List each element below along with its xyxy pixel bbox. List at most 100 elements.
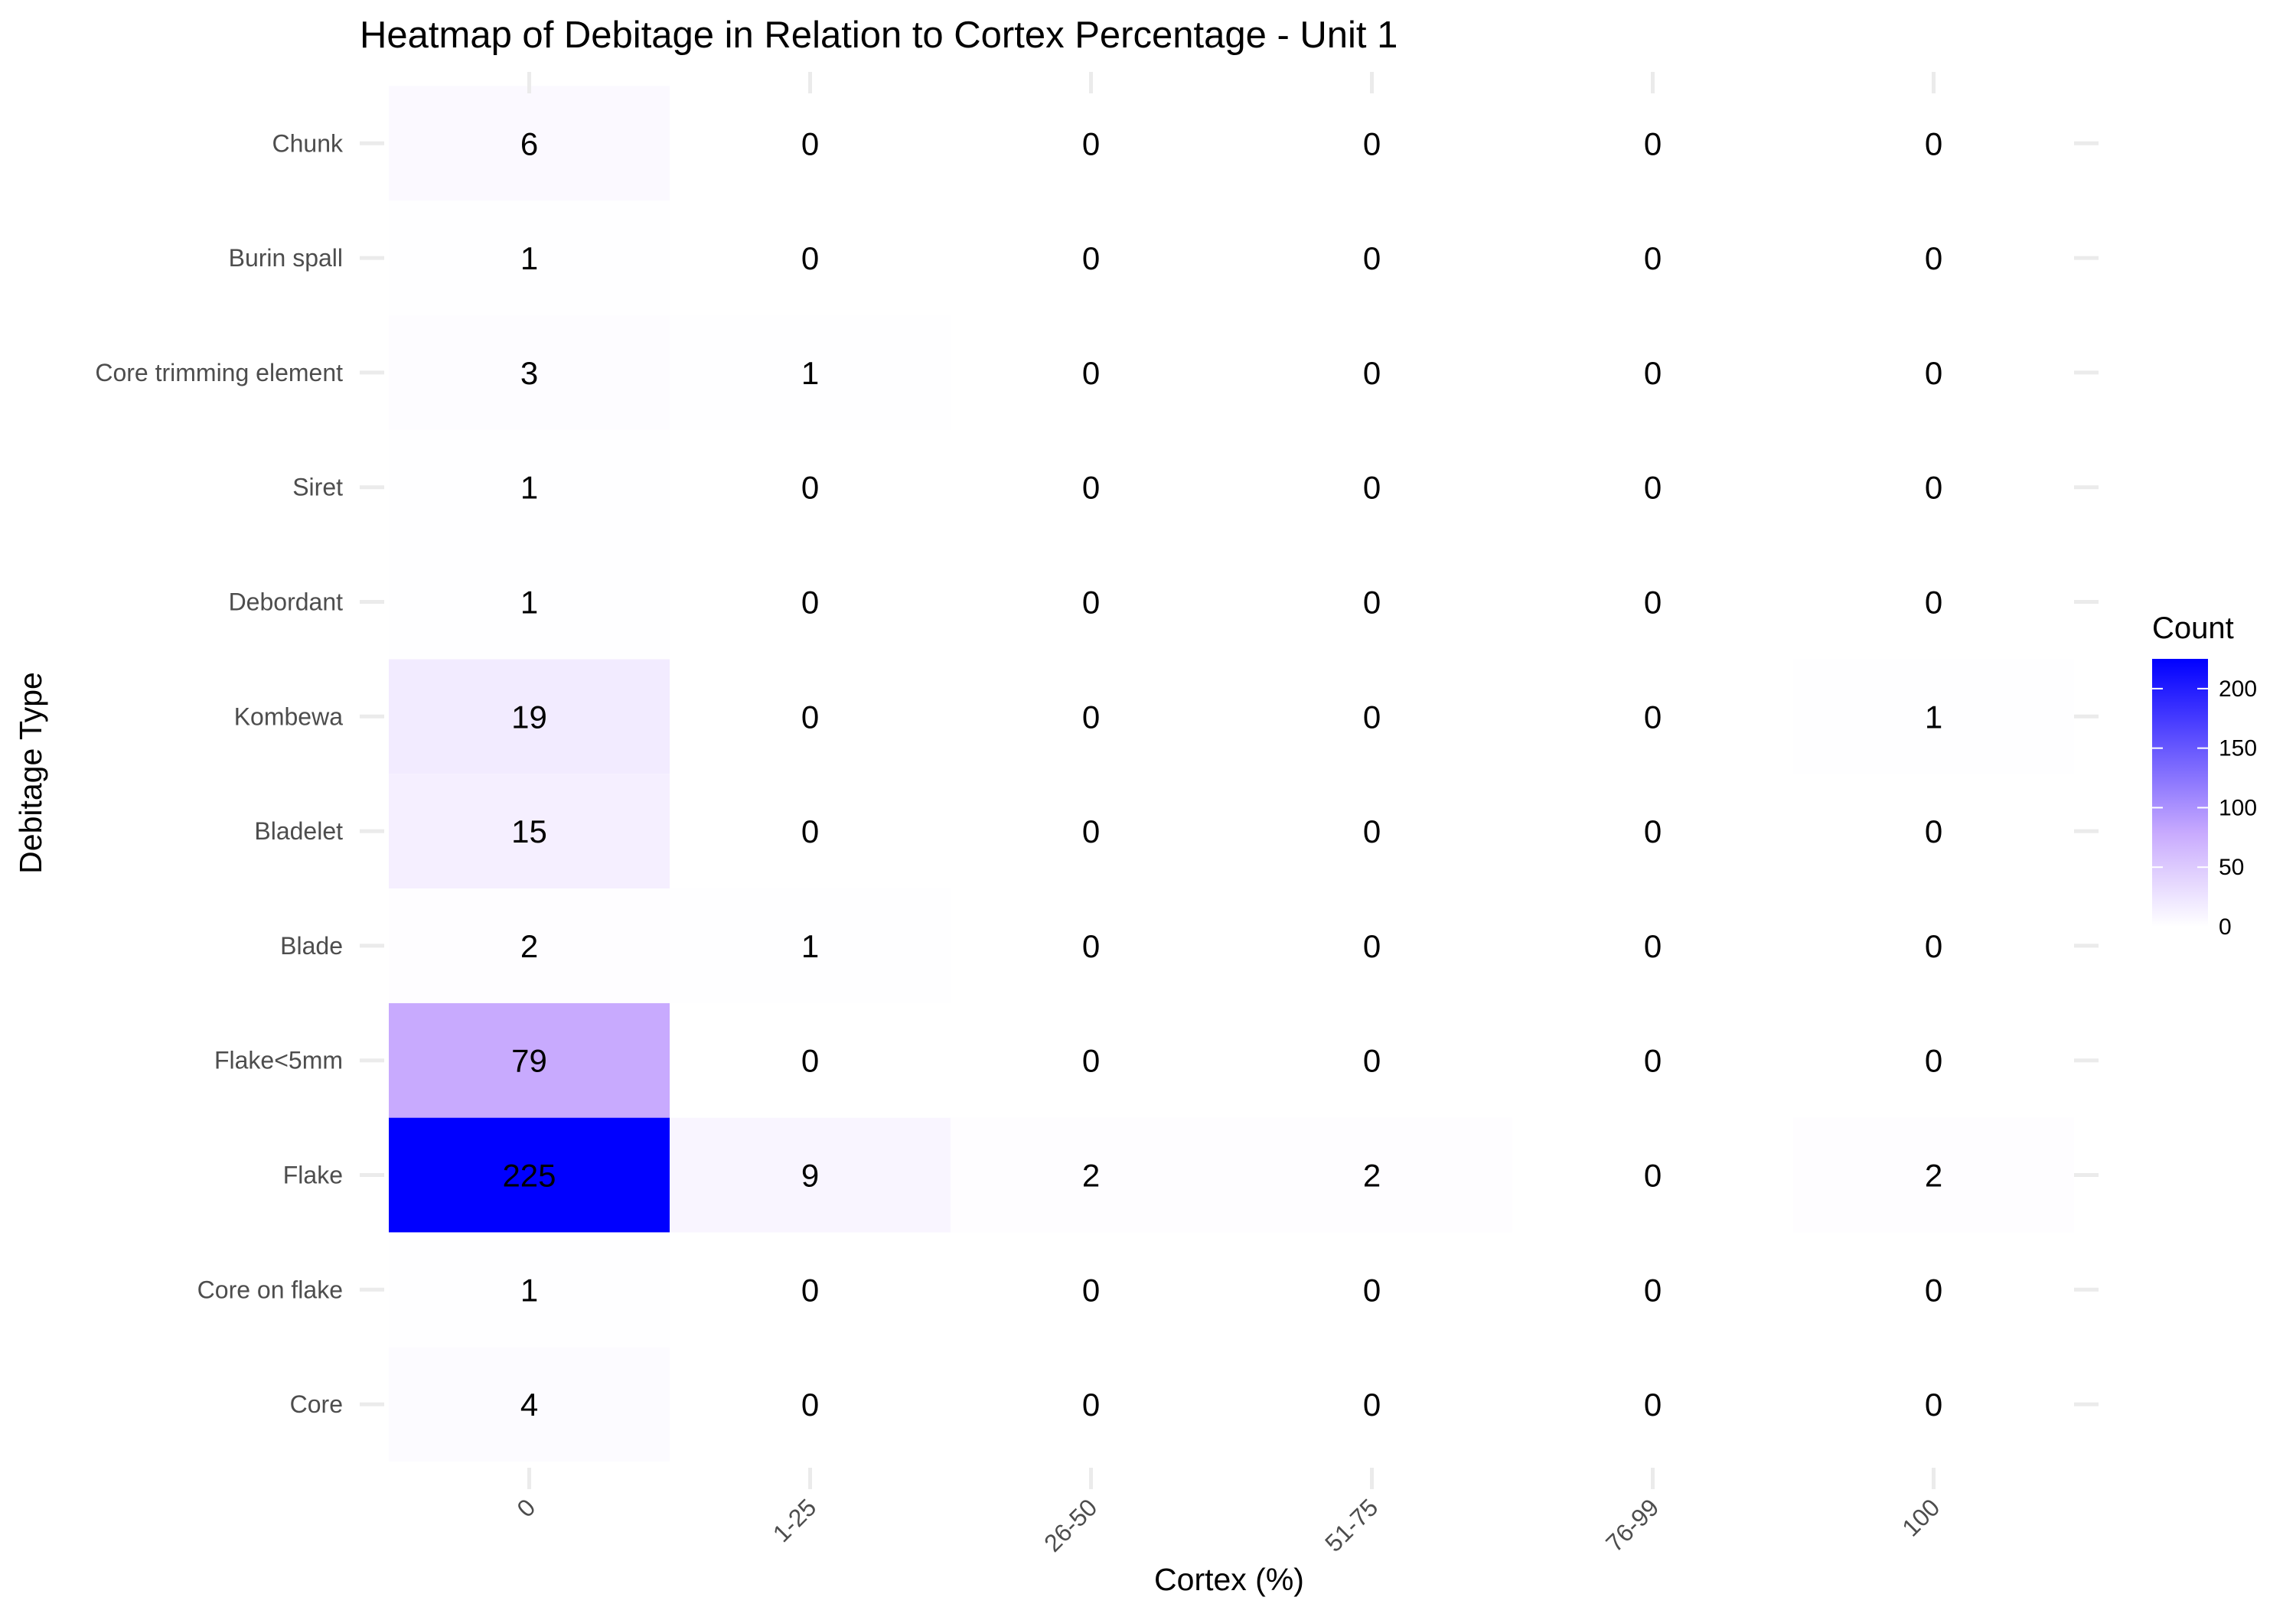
cell-value-label: 0: [801, 240, 819, 276]
cell-value-label: 0: [1363, 125, 1381, 161]
cell-value-label: 1: [520, 585, 538, 621]
cell-value-label: 0: [1363, 585, 1381, 621]
cell-value-label: 0: [1363, 1272, 1381, 1308]
cell-value-label: 0: [1082, 699, 1100, 735]
heatmap-cell: [1231, 86, 1512, 201]
y-tick-label: Chunk: [272, 129, 344, 157]
cell-value-label: 19: [511, 699, 547, 735]
cell-value-label: 0: [1925, 1387, 1942, 1423]
heatmap-cell: [1793, 1347, 2074, 1462]
heatmap-cell: [1512, 544, 1793, 660]
legend-tick-label: 150: [2219, 736, 2257, 761]
heatmap-cell: [1231, 774, 1512, 888]
heatmap-cell: [389, 544, 670, 660]
heatmap-cell: [389, 1232, 670, 1348]
heatmap-cell: [1793, 659, 2074, 774]
cell-value-label: 0: [1363, 355, 1381, 391]
cell-value-label: 0: [801, 125, 819, 161]
heatmap-cell: [1231, 315, 1512, 430]
heatmap-cell: [951, 315, 1231, 430]
heatmap-cell: [1793, 1117, 2074, 1233]
cell-value-label: 0: [1644, 240, 1662, 276]
heatmap-cell: [1793, 774, 2074, 888]
cell-value-label: 9: [801, 1158, 819, 1194]
heatmap-cell: [670, 429, 951, 545]
heatmap-cell: [670, 200, 951, 315]
x-axis-title: Cortex (%): [1154, 1562, 1304, 1597]
heatmap-cell: [389, 315, 670, 430]
cell-value-label: 0: [1363, 928, 1381, 964]
heatmap-cell: [1793, 544, 2074, 660]
cell-value-label: 0: [1082, 585, 1100, 621]
cell-value-label: 0: [801, 1387, 819, 1423]
heatmap-cell: [951, 200, 1231, 315]
heatmap-cell: [1231, 1347, 1512, 1462]
y-tick-label: Burin spall: [229, 244, 343, 272]
cell-value-label: 15: [511, 813, 547, 849]
heatmap-cell: [1793, 86, 2074, 201]
heatmap-cell: [670, 774, 951, 888]
cell-value-label: 0: [801, 470, 819, 506]
heatmap-cell: [670, 315, 951, 430]
legend-tick-label: 200: [2219, 676, 2257, 702]
cell-value-label: 0: [1644, 813, 1662, 849]
legend-ticks: 0 50 100 150 200: [2152, 676, 2257, 940]
heatmap-cell: [951, 1002, 1231, 1118]
heatmap-cell: [389, 888, 670, 1003]
heatmap-cell: [1512, 315, 1793, 430]
heatmap-cell: [951, 1232, 1231, 1348]
heatmap-cell: [1512, 1347, 1793, 1462]
heatmap-cell: [670, 659, 951, 774]
heatmap-cell: [1231, 1232, 1512, 1348]
cell-value-label: 0: [1363, 470, 1381, 506]
heatmap-cell: [951, 429, 1231, 545]
cell-value-label: 0: [1082, 1043, 1100, 1079]
cell-value-label: 2: [520, 928, 538, 964]
heatmap-cell: [389, 86, 670, 201]
legend-tick-label: 50: [2219, 855, 2244, 880]
x-tick-label: 76-99: [1600, 1493, 1664, 1556]
heatmap-cell: [1512, 1117, 1793, 1233]
x-tick-label: 100: [1896, 1493, 1945, 1541]
cell-value-label: 0: [1363, 1043, 1381, 1079]
heatmap-cell: [1231, 544, 1512, 660]
heatmap-cell: [670, 1347, 951, 1462]
y-tick-label: Core: [290, 1390, 343, 1418]
cell-value-label: 0: [1363, 699, 1381, 735]
heatmap-cell: [951, 1347, 1231, 1462]
y-tick-label: Debordant: [229, 588, 344, 616]
y-tick-label: Kombewa: [234, 702, 344, 730]
heatmap-cell: [1512, 200, 1793, 315]
heatmap-cell: [951, 544, 1231, 660]
cell-value-label: 1: [1925, 699, 1942, 735]
cell-value-label: 0: [801, 1043, 819, 1079]
cell-value-label: 0: [1644, 928, 1662, 964]
legend-color-bar: [2152, 659, 2208, 927]
heatmap-cell: [670, 544, 951, 660]
cell-value-label: 0: [1082, 470, 1100, 506]
cell-value-label: 0: [801, 813, 819, 849]
cell-value-label: 0: [1644, 1043, 1662, 1079]
cell-value-labels: 4 0 0 0 0 0 1 0 0 0 0 0 225 9 2 2 0 2 79 0 0 0 0 0 2 1 0 0 0 0 15 0 0 0 0 0…: [502, 125, 1942, 1423]
heatmap-cell: [1793, 1002, 2074, 1118]
heatmap-cell: [389, 1117, 670, 1233]
heatmap-cell: [1512, 429, 1793, 545]
y-tick-label: Siret: [292, 474, 343, 501]
heatmap-cell: [670, 86, 951, 201]
heatmap-cell: [951, 659, 1231, 774]
heatmap-cells: [389, 86, 2074, 1462]
cell-value-label: 0: [1082, 928, 1100, 964]
cell-value-label: 0: [1925, 355, 1942, 391]
heatmap-cell: [670, 1002, 951, 1118]
heatmap-cell: [389, 1347, 670, 1462]
cell-value-label: 0: [801, 585, 819, 621]
x-tick-label: 51-75: [1319, 1493, 1383, 1556]
cell-value-label: 0: [1925, 928, 1942, 964]
cell-value-label: 2: [1925, 1158, 1942, 1194]
cell-value-label: 0: [1644, 470, 1662, 506]
heatmap-cell: [1512, 774, 1793, 888]
heatmap-cell: [1793, 888, 2074, 1003]
cell-value-label: 0: [1082, 1387, 1100, 1423]
cell-value-label: 0: [1925, 1043, 1942, 1079]
cell-value-label: 0: [1925, 1272, 1942, 1308]
